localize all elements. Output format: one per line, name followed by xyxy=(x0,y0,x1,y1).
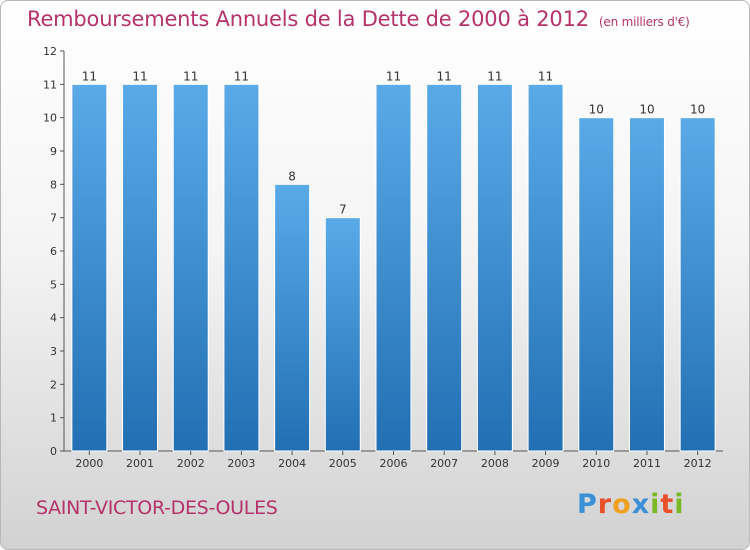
data-label-2012: 10 xyxy=(690,103,705,117)
proxiti-logo: Proxiti xyxy=(577,489,685,520)
y-tick-label: 12 xyxy=(43,45,57,58)
y-tick-label: 2 xyxy=(50,378,57,391)
bar-2001 xyxy=(122,83,159,452)
unit-label: (en milliers d'€) xyxy=(598,15,690,29)
data-label-2002: 11 xyxy=(183,69,198,83)
chart-title: Remboursements Annuels de la Dette de 20… xyxy=(27,7,690,31)
x-tick-label-2011: 2011 xyxy=(633,457,661,470)
commune-name: SAINT-VICTOR-DES-OULES xyxy=(36,497,278,519)
plot-area: 0123456789101112112000112001112002112003… xyxy=(43,45,723,470)
data-label-2010: 10 xyxy=(589,103,604,117)
x-tick-label-2006: 2006 xyxy=(380,457,408,470)
x-tick-label-2007: 2007 xyxy=(430,457,458,470)
logo-letter: P xyxy=(577,489,598,520)
logo-letter: i xyxy=(650,489,661,520)
logo-letter: x xyxy=(631,489,651,520)
bar-2000 xyxy=(71,83,108,452)
data-label-2003: 11 xyxy=(234,69,249,83)
data-label-2009: 11 xyxy=(538,69,553,83)
x-tick-label-2002: 2002 xyxy=(177,457,205,470)
logo-letter: i xyxy=(674,489,685,520)
bar-2006 xyxy=(375,83,412,452)
data-label-2001: 11 xyxy=(132,69,147,83)
y-tick-label: 7 xyxy=(50,212,57,225)
bar-2008 xyxy=(476,83,513,452)
y-tick-label: 11 xyxy=(43,78,57,91)
y-tick-label: 5 xyxy=(50,278,57,291)
logo-letter: t xyxy=(660,489,675,520)
data-label-2007: 11 xyxy=(437,69,452,83)
bar-2011 xyxy=(628,117,665,452)
y-tick-label: 4 xyxy=(50,312,57,325)
y-tick-label: 0 xyxy=(50,445,57,458)
data-label-2011: 10 xyxy=(639,103,654,117)
bar-2007 xyxy=(426,83,463,452)
bar-2004 xyxy=(274,183,311,452)
data-label-2008: 11 xyxy=(487,69,502,83)
logo-letter: r xyxy=(597,489,613,520)
bar-2003 xyxy=(223,83,260,452)
bar-2005 xyxy=(324,217,361,452)
bar-2009 xyxy=(527,83,564,452)
bar-2010 xyxy=(578,117,615,452)
data-label-2004: 8 xyxy=(288,169,296,183)
x-tick-label-2008: 2008 xyxy=(481,457,509,470)
logo-letter: o xyxy=(612,489,632,520)
data-label-2000: 11 xyxy=(82,69,97,83)
x-tick-label-2004: 2004 xyxy=(278,457,306,470)
y-tick-label: 8 xyxy=(50,178,57,191)
x-tick-label-2005: 2005 xyxy=(329,457,357,470)
data-label-2005: 7 xyxy=(339,203,347,217)
x-tick-label-2003: 2003 xyxy=(227,457,255,470)
data-label-2006: 11 xyxy=(386,69,401,83)
y-tick-label: 3 xyxy=(50,345,57,358)
x-tick-label-2009: 2009 xyxy=(532,457,560,470)
x-tick-label-2001: 2001 xyxy=(126,457,154,470)
x-tick-label-2012: 2012 xyxy=(684,457,712,470)
y-tick-label: 6 xyxy=(50,245,57,258)
x-tick-label-2000: 2000 xyxy=(75,457,103,470)
bar-2012 xyxy=(679,117,716,452)
y-tick-label: 10 xyxy=(43,112,57,125)
y-tick-label: 1 xyxy=(50,412,57,425)
x-tick-label-2010: 2010 xyxy=(582,457,610,470)
y-tick-label: 9 xyxy=(50,145,57,158)
bar-2002 xyxy=(172,83,209,452)
